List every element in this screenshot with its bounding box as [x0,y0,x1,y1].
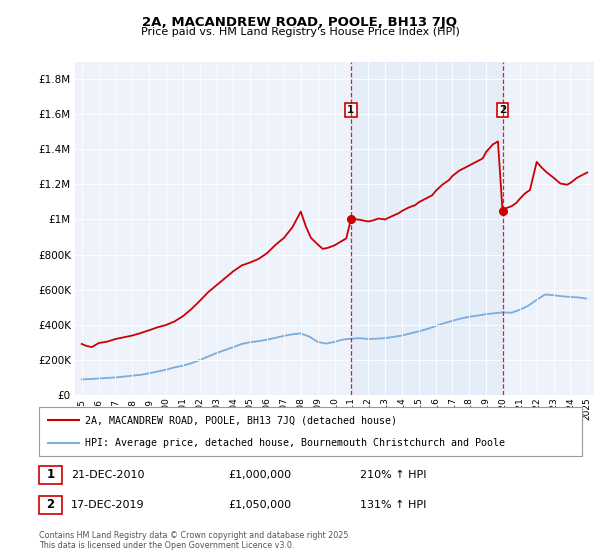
FancyBboxPatch shape [39,407,582,456]
Text: 2A, MACANDREW ROAD, POOLE, BH13 7JQ (detached house): 2A, MACANDREW ROAD, POOLE, BH13 7JQ (det… [85,416,397,426]
Text: £1,000,000: £1,000,000 [228,470,291,480]
Text: £1,050,000: £1,050,000 [228,500,291,510]
Text: 2A, MACANDREW ROAD, POOLE, BH13 7JQ: 2A, MACANDREW ROAD, POOLE, BH13 7JQ [143,16,458,29]
Bar [351,62,503,395]
Text: 21-DEC-2010: 21-DEC-2010 [71,470,145,480]
Text: HPI: Average price, detached house, Bournemouth Christchurch and Poole: HPI: Average price, detached house, Bour… [85,438,505,448]
Text: 1: 1 [347,105,355,115]
Text: 1: 1 [46,468,55,482]
Text: Price paid vs. HM Land Registry's House Price Index (HPI): Price paid vs. HM Land Registry's House … [140,27,460,37]
Text: 2: 2 [46,498,55,511]
Text: 210% ↑ HPI: 210% ↑ HPI [360,470,427,480]
Text: 17-DEC-2019: 17-DEC-2019 [71,500,145,510]
Text: 131% ↑ HPI: 131% ↑ HPI [360,500,427,510]
Text: Contains HM Land Registry data © Crown copyright and database right 2025.
This d: Contains HM Land Registry data © Crown c… [39,531,351,550]
Text: 2: 2 [499,105,506,115]
